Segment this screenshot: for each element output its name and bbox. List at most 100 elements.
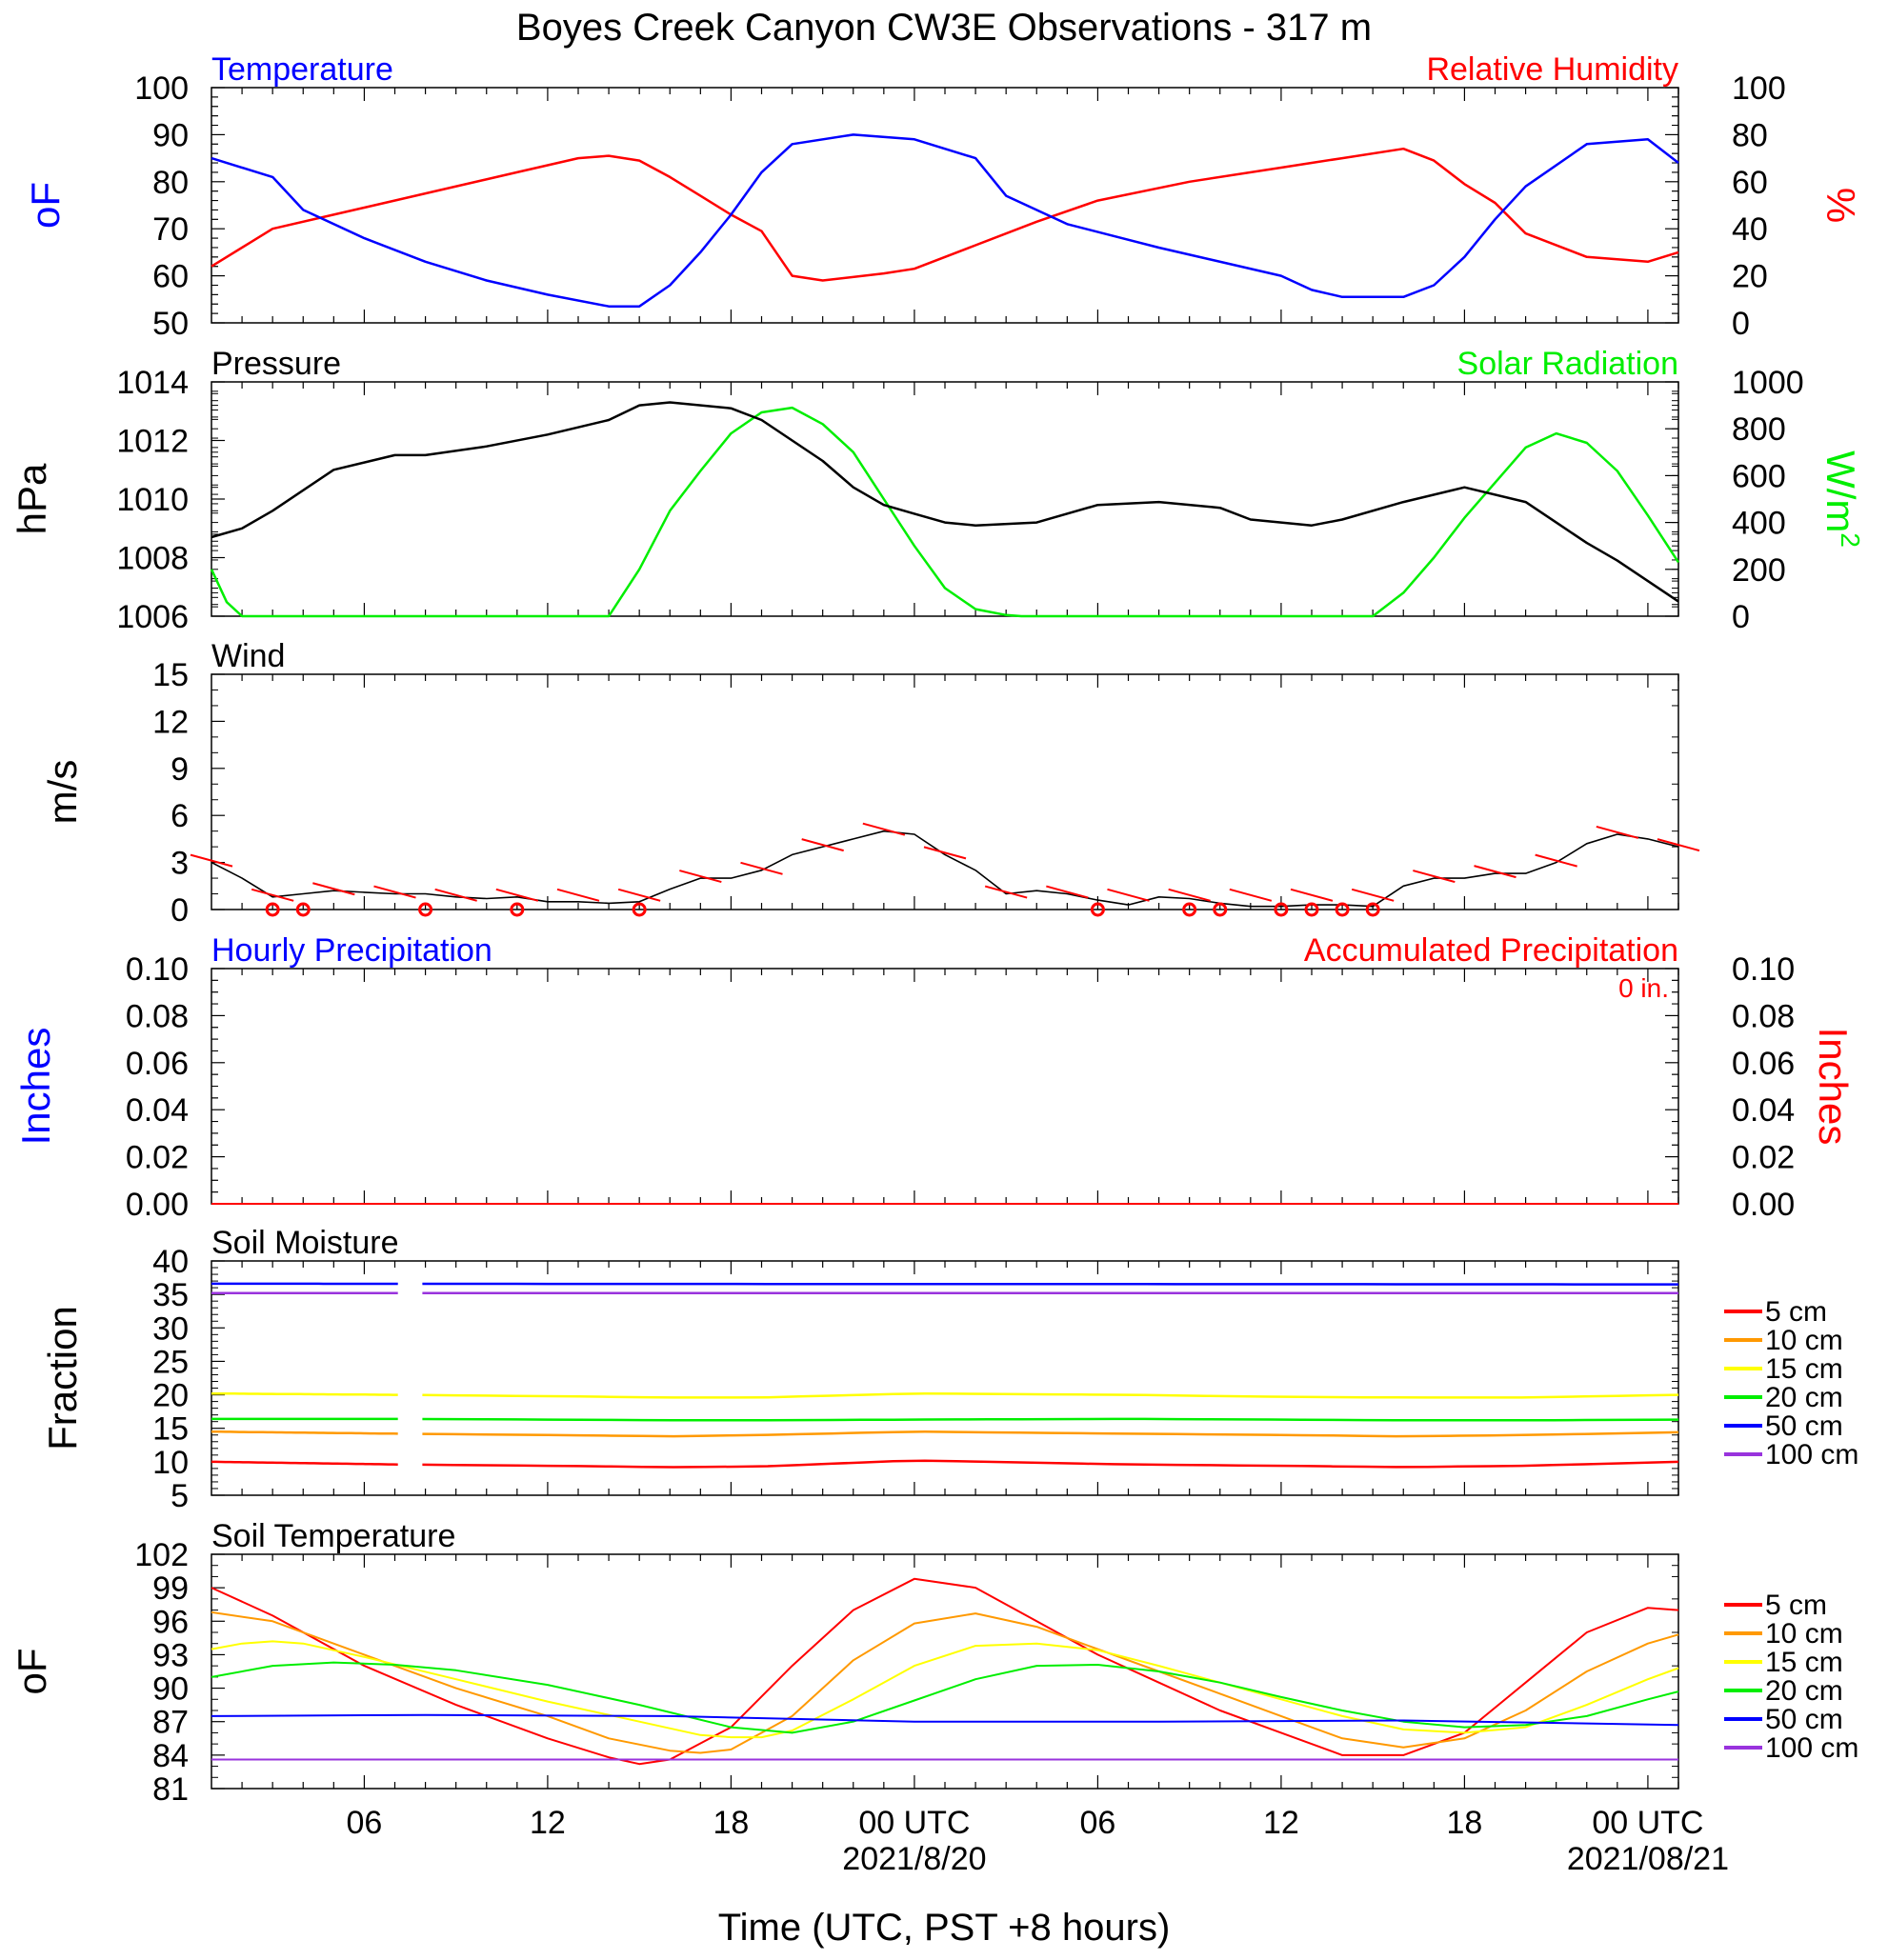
wind-barb <box>1229 888 1273 902</box>
precip-ytick-label: 0.04 <box>126 1092 189 1129</box>
wind-barb <box>312 882 355 896</box>
x-axis-title: Time (UTC, PST +8 hours) <box>718 1907 1171 1949</box>
wind-frame <box>211 673 1679 910</box>
soil-moisture-line <box>211 1459 1679 1469</box>
soil-moisture-legend-label: 50 cm <box>1765 1410 1843 1442</box>
soil-temp-line <box>211 1577 1679 1766</box>
rh-ytick-label-right: 100 <box>1732 70 1786 107</box>
wind-barb <box>923 846 967 860</box>
temperature-unit: oF <box>23 182 68 229</box>
wind-ytick-label: 6 <box>171 798 189 834</box>
temp-ytick-label: 100 <box>134 70 189 107</box>
solar-ytick-label-right: 600 <box>1732 458 1786 494</box>
calm-marker <box>418 902 433 917</box>
x-tick-label: 06 <box>347 1805 383 1841</box>
chart-title: Boyes Creek Canyon CW3E Observations - 3… <box>516 7 1372 49</box>
wind-barb <box>1535 853 1577 868</box>
wind-ytick-label: 0 <box>171 892 189 929</box>
wind-barb <box>1413 870 1456 884</box>
wind-barb <box>495 888 539 902</box>
calm-marker <box>632 902 647 917</box>
wind-barb <box>1168 888 1211 902</box>
x-tick-label: 12 <box>1263 1805 1299 1841</box>
temp-ytick-label: 70 <box>152 211 189 248</box>
soil-moisture-line <box>211 1391 1679 1399</box>
accum-ytick-label-right: 0.06 <box>1732 1046 1795 1082</box>
calm-marker <box>1335 902 1350 917</box>
sm-ytick-label: 35 <box>152 1277 189 1313</box>
st-ytick-label: 99 <box>152 1570 189 1607</box>
sm-ytick-label: 15 <box>152 1411 189 1448</box>
wind-ytick-label: 15 <box>152 657 189 693</box>
soil-temp-unit: oF <box>10 1648 54 1694</box>
temperature-humidity-panel: 50 60 70 80 90 100 0 20 40 60 80 100 Temperature Rela… <box>23 51 1863 342</box>
pressure-unit: hPa <box>10 463 54 534</box>
soil-temp-legend-label: 5 cm <box>1765 1590 1827 1621</box>
wind-barb <box>740 861 783 875</box>
pressure-line <box>211 401 1679 603</box>
x-tick-label: 06 <box>1080 1805 1116 1841</box>
wind-barb <box>556 888 600 902</box>
wind-barb <box>1474 865 1516 879</box>
solar-ytick-label-right: 800 <box>1732 411 1786 448</box>
solar-title: Solar Radiation <box>1457 346 1678 382</box>
soil-moisture-legend-label: 15 cm <box>1765 1353 1843 1385</box>
st-ytick-label: 96 <box>152 1604 189 1640</box>
soil-moisture-legend-label: 100 cm <box>1765 1439 1858 1470</box>
x-date-label: 2021/8/20 <box>842 1841 986 1877</box>
wind-barb <box>984 885 1028 899</box>
st-frame <box>211 1553 1679 1790</box>
x-tick-label: 12 <box>530 1805 566 1841</box>
accum-ytick-label-right: 0.10 <box>1732 951 1795 988</box>
calm-marker <box>510 902 525 917</box>
sm-ytick-label: 25 <box>152 1344 189 1380</box>
calm-marker <box>265 902 280 917</box>
press-ytick-label: 1006 <box>116 599 189 635</box>
press-frame <box>211 381 1679 617</box>
wind-barb <box>373 885 416 899</box>
wind-barb <box>1046 885 1089 899</box>
soil-temp-line <box>211 1661 1679 1734</box>
temperature-title: Temperature <box>211 51 393 88</box>
wind-barb <box>1657 838 1700 852</box>
x-tick-label: 18 <box>1447 1805 1483 1841</box>
sm-ytick-label: 30 <box>152 1310 189 1347</box>
temp-ytick-label: 60 <box>152 259 189 295</box>
precip-ytick-label: 0.02 <box>126 1140 189 1176</box>
soil-moisture-title: Soil Moisture <box>211 1225 399 1261</box>
precip-frame <box>211 968 1679 1205</box>
rh-ytick-label-right: 40 <box>1732 211 1768 248</box>
solar-ytick-label-right: 400 <box>1732 506 1786 542</box>
temp-frame <box>211 87 1679 324</box>
soil-temp-legend-label: 100 cm <box>1765 1732 1858 1764</box>
wind-barb <box>251 888 294 902</box>
soil-moisture-legend-label: 5 cm <box>1765 1296 1827 1328</box>
wind-ytick-label: 3 <box>171 846 189 882</box>
wind-ytick-label: 12 <box>152 704 189 740</box>
x-tick-label: 00 UTC <box>1592 1805 1703 1841</box>
precipitation-panel: 0.00 0.02 0.04 0.06 0.08 0.10 0.00 0.02 0.04 0.06… <box>13 932 1856 1223</box>
rh-ytick-label-right: 60 <box>1732 165 1768 201</box>
solar-line <box>210 406 1680 618</box>
pressure-solar-panel: 1006 1008 1010 1012 1014 0 200 400 600 800 1000 Pre… <box>10 346 1866 635</box>
x-date-label: 2021/08/21 <box>1567 1841 1729 1877</box>
wind-barb <box>190 853 233 868</box>
soil-moisture-legend-label: 10 cm <box>1765 1325 1843 1356</box>
calm-marker <box>1213 902 1228 917</box>
pressure-title: Pressure <box>211 346 341 382</box>
wind-unit: m/s <box>40 760 85 825</box>
soil-moisture-unit: Fraction <box>40 1306 85 1450</box>
rh-ytick-label-right: 20 <box>1732 259 1768 295</box>
temperature-line <box>211 133 1679 308</box>
wind-barb <box>679 870 722 884</box>
x-tick-label: 18 <box>713 1805 750 1841</box>
rh-ytick-label-right: 0 <box>1732 306 1750 342</box>
soil-temp-title: Soil Temperature <box>211 1518 455 1554</box>
wind-barb <box>1290 888 1334 902</box>
solar-ytick-label-right: 1000 <box>1732 365 1804 401</box>
wind-barb <box>801 838 844 852</box>
precip-ytick-label: 0.08 <box>126 998 189 1034</box>
press-ytick-label: 1012 <box>116 424 189 460</box>
precip-ytick-label: 0.00 <box>126 1187 189 1223</box>
